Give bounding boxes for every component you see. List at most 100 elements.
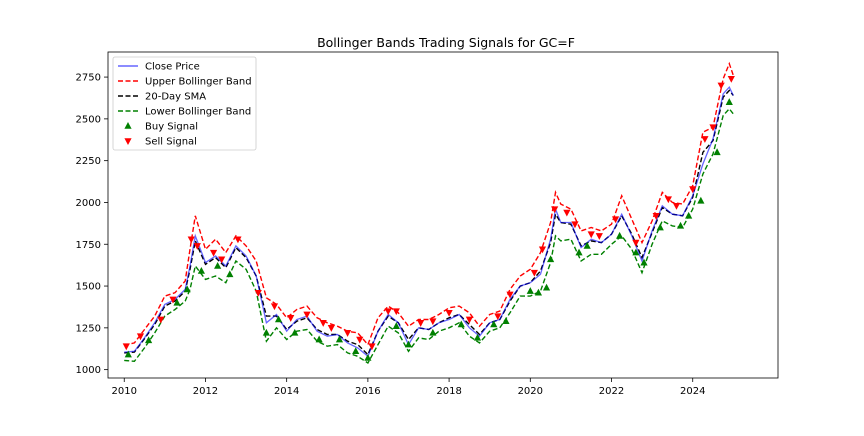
buy-signal-marker bbox=[124, 350, 132, 358]
legend-label-sell-signal: Sell Signal bbox=[145, 137, 197, 148]
sell-signal-marker bbox=[327, 325, 335, 332]
buy-signal-marker bbox=[713, 148, 721, 156]
sell-signal-marker bbox=[384, 308, 392, 316]
buy-signal-marker bbox=[197, 267, 205, 274]
buy-signal-marker bbox=[526, 287, 534, 294]
sell-signal-marker bbox=[234, 236, 242, 244]
sell-signal-marker bbox=[709, 124, 717, 132]
chart-title: Bollinger Bands Trading Signals for GC=F bbox=[317, 35, 575, 50]
buy-signal-marker bbox=[676, 221, 685, 229]
sell-signal-marker bbox=[717, 82, 725, 90]
buy-signal-marker bbox=[315, 335, 323, 343]
buy-signal-marker bbox=[183, 285, 191, 293]
sell-signal-marker bbox=[652, 213, 660, 220]
sell-signal-marker bbox=[136, 333, 145, 341]
buy-signal-marker bbox=[352, 347, 360, 355]
sell-signal-marker bbox=[465, 316, 473, 324]
y-tick-label: 2750 bbox=[76, 73, 101, 84]
legend-swatch-buy-signal bbox=[124, 122, 132, 129]
sell-signal-marker bbox=[595, 233, 603, 240]
legend-label-lower-bollinger-band: Lower Bollinger Band bbox=[145, 107, 251, 118]
buy-signal-marker bbox=[392, 322, 400, 329]
legend-label-buy-signal: Buy Signal bbox=[145, 122, 198, 133]
sell-signal-marker bbox=[506, 291, 514, 299]
sell-signal-marker bbox=[157, 316, 165, 324]
legend-label-upper-bollinger-band: Upper Bollinger Band bbox=[145, 77, 252, 88]
buy-signal-marker bbox=[725, 98, 733, 105]
x-tick-label: 2020 bbox=[518, 386, 543, 397]
sell-signal-marker bbox=[571, 221, 579, 229]
sell-signal-marker bbox=[632, 239, 640, 247]
buy-signal-marker bbox=[616, 231, 624, 239]
plot-frame bbox=[107, 51, 779, 379]
sell-signal-marker bbox=[122, 343, 130, 351]
buy-signal-marker bbox=[534, 288, 543, 296]
sell-signal-marker bbox=[551, 206, 559, 214]
x-axis: 2010 2012 2014 2016 2018 2020 2022 2024 bbox=[112, 378, 705, 397]
y-tick-label: 2250 bbox=[76, 156, 101, 167]
buy-signal-marker bbox=[575, 248, 583, 256]
y-tick-label: 1000 bbox=[76, 365, 101, 376]
buy-signal-marker bbox=[640, 258, 648, 266]
sell-signal-marker bbox=[319, 320, 327, 327]
sell-signal-marker bbox=[368, 343, 376, 351]
sell-signal-marker bbox=[538, 246, 547, 254]
y-tick-label: 2000 bbox=[76, 198, 101, 209]
sell-signal-marker bbox=[727, 75, 735, 83]
x-tick-label: 2010 bbox=[112, 386, 137, 397]
x-tick-label: 2024 bbox=[680, 386, 705, 397]
buy-signal-marker bbox=[502, 317, 510, 324]
x-tick-label: 2014 bbox=[274, 386, 299, 397]
sell-signal-marker bbox=[209, 249, 218, 257]
buy-signal-marker bbox=[473, 333, 482, 341]
buy-signal-marker bbox=[490, 320, 498, 328]
buy-signal-marker bbox=[226, 270, 234, 278]
sell-signal-marker bbox=[218, 256, 226, 264]
buy-signal-marker bbox=[697, 196, 705, 204]
buy-signal-marker bbox=[335, 335, 344, 343]
sell-signal-marker bbox=[270, 303, 279, 311]
sell-signal-marker bbox=[689, 186, 697, 194]
plot-area bbox=[122, 61, 735, 365]
buy-signal-marker bbox=[364, 353, 372, 361]
legend-swatch-sell-signal bbox=[124, 138, 132, 145]
buy-signal-marker bbox=[145, 336, 153, 344]
y-axis: 1000 1250 1500 1750 2000 2250 2500 2750 bbox=[76, 73, 108, 376]
sell-signal-marker bbox=[193, 243, 201, 250]
sell-signal-marker bbox=[494, 313, 502, 321]
legend-label-20-day-sma: 20-Day SMA bbox=[145, 92, 206, 103]
buy-signal-marker bbox=[583, 241, 591, 249]
sell-signal-marker bbox=[429, 318, 437, 326]
sell-signal-marker bbox=[664, 196, 672, 204]
legend-box bbox=[112, 56, 257, 151]
buy-signal-marker bbox=[457, 320, 465, 328]
buy-signal-marker bbox=[656, 223, 664, 231]
series-line-lower-bollinger-band bbox=[124, 107, 734, 365]
sell-signal-marker bbox=[417, 320, 425, 327]
y-tick-label: 1250 bbox=[76, 323, 101, 334]
legend-label-close-price: Close Price bbox=[145, 62, 200, 73]
series-line-upper-bollinger-band bbox=[124, 61, 734, 347]
y-tick-label: 2500 bbox=[76, 114, 101, 125]
sell-signal-marker bbox=[701, 136, 709, 143]
sell-signal-marker bbox=[392, 308, 400, 316]
buy-signal-marker bbox=[214, 261, 222, 269]
sell-signal-marker bbox=[254, 289, 262, 297]
buy-signal-marker bbox=[685, 211, 693, 219]
buy-signal-marker bbox=[262, 328, 270, 336]
sell-signal-marker bbox=[356, 336, 364, 344]
sell-signal-marker bbox=[287, 315, 295, 322]
buy-signal-marker bbox=[173, 298, 181, 306]
sell-signal-marker bbox=[343, 330, 352, 337]
x-tick-label: 2022 bbox=[599, 386, 624, 397]
sell-signal-marker bbox=[187, 236, 195, 244]
buy-signal-marker bbox=[291, 328, 299, 336]
y-tick-label: 1500 bbox=[76, 282, 101, 293]
sell-signal-marker bbox=[445, 310, 453, 317]
buy-signal-marker bbox=[429, 328, 437, 336]
x-tick-label: 2016 bbox=[355, 386, 380, 397]
buy-signal-marker bbox=[542, 283, 551, 291]
buy-signal-marker bbox=[274, 315, 283, 323]
